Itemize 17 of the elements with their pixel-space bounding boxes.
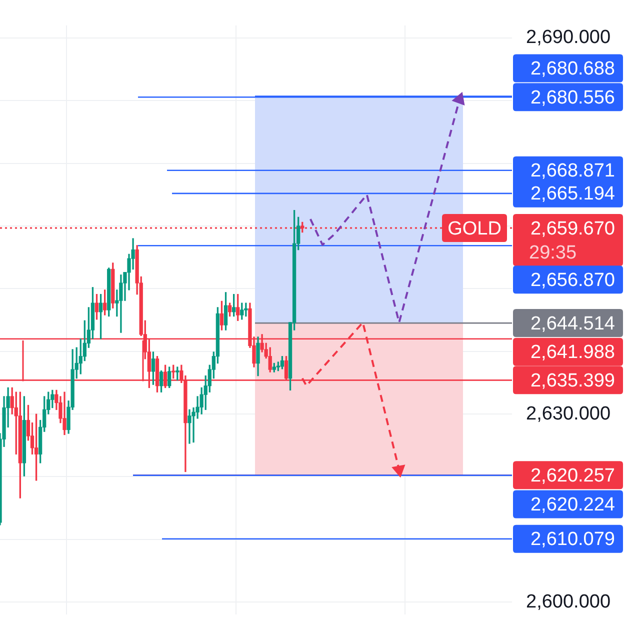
- ref-line-label: 2,659.670: [530, 218, 615, 240]
- text: 29:35: [529, 242, 577, 264]
- ref-line-label: 2,620.257: [530, 465, 615, 486]
- y-tick-label: 2,690.000: [526, 27, 611, 48]
- annotation: GOLD: [448, 218, 502, 240]
- y-tick-label: 2,600.000: [526, 591, 611, 612]
- ref-line-label: 2,668.871: [530, 160, 615, 182]
- y-tick-label: 2,630.000: [526, 403, 611, 424]
- ref-line-label: 2,680.688: [530, 58, 615, 80]
- ref-line-label: 2,680.556: [530, 87, 615, 108]
- ref-line-label: 2,644.514: [530, 313, 616, 334]
- ref-line-label: 2,665.194: [530, 184, 616, 205]
- ref-line-label: 2,610.079: [530, 529, 615, 550]
- ref-line-label: 2,656.870: [530, 270, 615, 291]
- ref-line-label: 2,641.988: [530, 342, 615, 364]
- ref-line-label: 2,620.224: [530, 494, 616, 516]
- ref-line-label: 2,635.399: [530, 370, 615, 392]
